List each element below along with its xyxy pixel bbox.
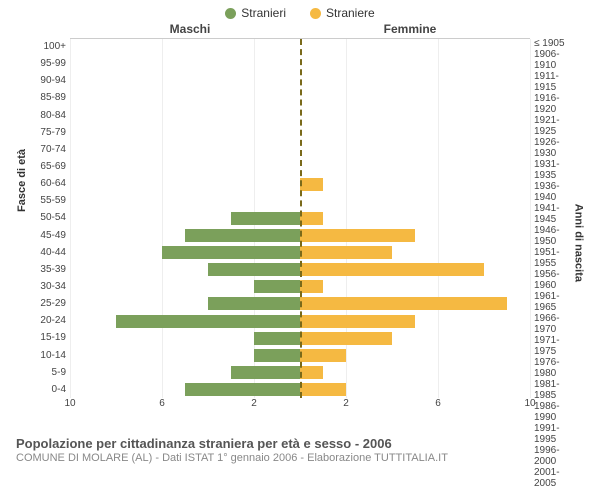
legend-item-male: Stranieri: [225, 6, 286, 20]
bar-female: [300, 246, 392, 259]
x-ticks-left: 1062: [70, 398, 300, 420]
x-tick: 10: [64, 398, 75, 409]
center-divider: [300, 39, 302, 398]
bars-area: [70, 38, 530, 398]
chart-subtitle: COMUNE DI MOLARE (AL) - Dati ISTAT 1° ge…: [16, 452, 584, 464]
y-labels-age: 100+95-9990-9485-8980-8475-7970-7465-696…: [20, 38, 70, 398]
age-label: 55-59: [20, 192, 70, 209]
panel-title-male: Maschi: [20, 22, 300, 36]
bar-female: [300, 263, 484, 276]
bar-female: [300, 178, 323, 191]
age-label: 30-34: [20, 278, 70, 295]
age-label: 85-89: [20, 89, 70, 106]
grid-line: [530, 39, 531, 398]
bar-female: [300, 315, 415, 328]
age-label: 100+: [20, 38, 70, 55]
bar-male: [116, 315, 300, 328]
legend-swatch-female: [310, 8, 321, 19]
legend-label-female: Straniere: [326, 6, 375, 20]
age-label: 70-74: [20, 141, 70, 158]
age-label: 80-84: [20, 107, 70, 124]
bar-male: [208, 263, 300, 276]
bar-female: [300, 229, 415, 242]
plot-area: 100+95-9990-9485-8980-8475-7970-7465-696…: [20, 38, 580, 398]
bar-male: [185, 383, 300, 396]
bar-male: [254, 280, 300, 293]
birth-year-label: 1941-1945: [530, 203, 580, 225]
chart-legend: Stranieri Straniere: [0, 0, 600, 22]
x-tick: 6: [435, 398, 441, 409]
bar-female: [300, 383, 346, 396]
age-label: 0-4: [20, 381, 70, 398]
legend-swatch-male: [225, 8, 236, 19]
panel-titles: Maschi Femmine: [20, 22, 580, 36]
birth-year-label: 1961-1965: [530, 291, 580, 313]
x-axis: 1062 02610: [70, 398, 530, 420]
bar-female: [300, 212, 323, 225]
legend-item-female: Straniere: [310, 6, 375, 20]
birth-year-label: 1916-1920: [530, 93, 580, 115]
y-labels-birth: ≤ 19051906-19101911-19151916-19201921-19…: [530, 38, 580, 398]
birth-year-label: 1991-1995: [530, 423, 580, 445]
age-label: 10-14: [20, 347, 70, 364]
x-ticks-right: 02610: [300, 398, 530, 420]
age-label: 40-44: [20, 244, 70, 261]
birth-year-label: 1911-1915: [530, 71, 580, 93]
legend-label-male: Stranieri: [241, 6, 286, 20]
chart-footer: Popolazione per cittadinanza straniera p…: [0, 432, 600, 464]
birth-year-label: 1966-1970: [530, 313, 580, 335]
panel-title-female: Femmine: [300, 22, 580, 36]
x-tick: 6: [159, 398, 165, 409]
bar-male: [254, 349, 300, 362]
x-tick: 2: [343, 398, 349, 409]
birth-year-label: 1971-1975: [530, 335, 580, 357]
birth-year-label: 1946-1950: [530, 225, 580, 247]
chart: Fasce di età Anni di nascita Maschi Femm…: [20, 22, 580, 432]
birth-year-label: 1986-1990: [530, 401, 580, 423]
age-label: 15-19: [20, 329, 70, 346]
birth-year-label: 2001-2005: [530, 467, 580, 489]
age-label: 95-99: [20, 55, 70, 72]
bar-male: [185, 229, 300, 242]
birth-year-label: 1931-1935: [530, 159, 580, 181]
bar-male: [208, 297, 300, 310]
birth-year-label: 1996-2000: [530, 445, 580, 467]
age-label: 45-49: [20, 227, 70, 244]
age-label: 50-54: [20, 209, 70, 226]
bar-male: [254, 332, 300, 345]
bar-female: [300, 297, 507, 310]
birth-year-label: ≤ 1905: [530, 38, 580, 49]
age-label: 90-94: [20, 72, 70, 89]
bar-female: [300, 366, 323, 379]
age-label: 75-79: [20, 124, 70, 141]
birth-year-label: 1936-1940: [530, 181, 580, 203]
birth-year-label: 1956-1960: [530, 269, 580, 291]
bar-female: [300, 332, 392, 345]
birth-year-label: 1926-1930: [530, 137, 580, 159]
birth-year-label: 1976-1980: [530, 357, 580, 379]
age-label: 5-9: [20, 364, 70, 381]
age-label: 25-29: [20, 295, 70, 312]
bar-male: [231, 366, 300, 379]
x-tick: 2: [251, 398, 257, 409]
bar-male: [231, 212, 300, 225]
age-label: 35-39: [20, 261, 70, 278]
birth-year-label: 1906-1910: [530, 49, 580, 71]
birth-year-label: 1921-1925: [530, 115, 580, 137]
bar-male: [162, 246, 300, 259]
age-label: 20-24: [20, 312, 70, 329]
bar-female: [300, 349, 346, 362]
bar-female: [300, 280, 323, 293]
age-label: 65-69: [20, 158, 70, 175]
chart-title: Popolazione per cittadinanza straniera p…: [16, 436, 584, 451]
birth-year-label: 1981-1985: [530, 379, 580, 401]
age-label: 60-64: [20, 175, 70, 192]
birth-year-label: 1951-1955: [530, 247, 580, 269]
x-tick: 10: [524, 398, 535, 409]
